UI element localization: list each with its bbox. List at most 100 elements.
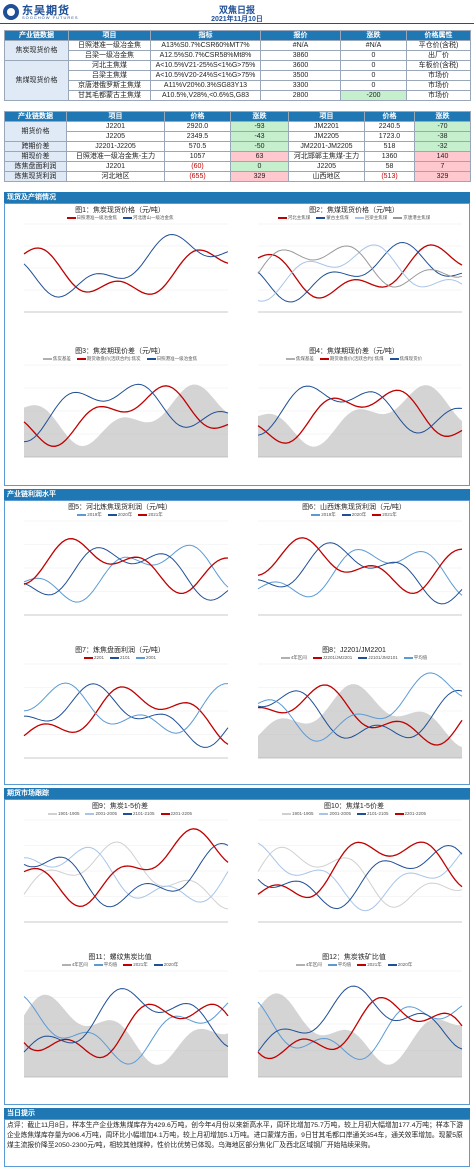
series-line xyxy=(257,537,463,595)
legend-label: 2021年 xyxy=(148,512,163,517)
table-cell: 3860 xyxy=(260,50,341,61)
series-line xyxy=(24,384,228,457)
legend-swatch xyxy=(136,656,145,659)
legend-swatch xyxy=(372,513,382,516)
table-cell: #N/A xyxy=(340,40,407,51)
table-row: 期货价格 J2201 2920.0 -93 JM2201 2240.5 -70 xyxy=(4,121,471,142)
legend-label: 日照港准一级冶金焦 xyxy=(76,215,118,220)
series-line xyxy=(23,383,229,443)
legend-item: 河北唐山一级冶金焦 xyxy=(123,215,174,221)
table-cell: 0 xyxy=(340,60,407,71)
legend-label: 4年区间 xyxy=(290,655,307,660)
legend-item: 1901-1905 xyxy=(281,811,313,817)
legend-label: 2201 xyxy=(93,655,104,660)
chart-coking-coal-basis: 图4：焦煤期现价差（元/吨） 焦煤基差 期货收盘价(活跃合约):焦煤 焦煤现货价 xyxy=(240,346,468,482)
legend-label: 2101-2105 xyxy=(133,811,155,816)
table-row: 期现价差 日照港准一级冶金焦-主力 1057 63 河北邯郸主焦煤-主力 136… xyxy=(4,151,471,162)
table-cell: 7 xyxy=(414,161,471,172)
header-cell: 报价 xyxy=(260,30,341,41)
header-cell: 项目 xyxy=(288,111,365,122)
chart-plot-area xyxy=(257,223,463,313)
table-cell: 2240.5 xyxy=(364,121,415,132)
legend-swatch xyxy=(280,656,290,659)
company-logo: 东吴期货 SOOCHOW FUTURES xyxy=(3,3,115,21)
table-cell: 日照港准一级冶金焦 xyxy=(68,40,151,51)
legend-item: 2101-2105 xyxy=(123,811,155,817)
series-line xyxy=(23,682,229,734)
header-cell: 价格属性 xyxy=(406,30,471,41)
report-title: 双焦日报 xyxy=(218,5,255,15)
table-cell: 京唐港俄罗斯主焦煤 xyxy=(68,80,151,91)
legend-item: J2201/JM2201 xyxy=(312,655,352,661)
header-cell: 价格 xyxy=(164,111,231,122)
table-cell: 0 xyxy=(340,70,407,81)
chart-legend: 4年区间 平均值 2021年 2020年 xyxy=(6,962,234,968)
legend-label: 2019年 xyxy=(321,512,336,517)
table-cell: 吕梁一级冶金焦 xyxy=(68,50,151,61)
header-cell: 指标 xyxy=(150,30,261,41)
header-cell: 价格 xyxy=(364,111,415,122)
table-row: 吕梁一级冶金焦 A12.5%S0.7%CSR58%Mt8% 3860 0 出厂价 xyxy=(5,50,471,61)
section-header-profit: 产业链利润水平 xyxy=(4,489,470,500)
legend-label: 2001 xyxy=(146,655,157,660)
header-cell: 产业链数据 xyxy=(4,30,69,41)
legend-item: 焦煤基差 xyxy=(285,356,314,362)
legend-swatch xyxy=(146,357,156,360)
chart-title: 图10：焦煤1-5价差 xyxy=(324,803,384,810)
table-row: 京唐港俄罗斯主焦煤 A11%V20%0.3%SG83Y13 3300 0 市场价 xyxy=(5,80,471,91)
table-cell: 吕梁主焦煤 xyxy=(68,70,151,81)
table-cell: 日照港准一级冶金焦-主力 xyxy=(66,151,165,162)
chart-title: 图12：焦炭铁矿比值 xyxy=(322,954,386,961)
legend-item: 河北主焦煤 xyxy=(277,215,310,221)
legend-label: 2020年 xyxy=(117,512,133,517)
chart-plot-area xyxy=(257,364,463,458)
chart-j-jm-ratio: 图8：J2201/JM2201 4年区间 J2201/JM2201 J2101/JM… xyxy=(240,645,468,783)
table-cell: (655) xyxy=(164,171,231,182)
table-cell: 3500 xyxy=(260,70,341,81)
chart-plot-area xyxy=(257,663,463,759)
legend-item: 蒙古主焦煤 xyxy=(316,215,349,221)
legend-label: 日照港准一级冶金焦 xyxy=(156,356,198,361)
legend-label: 2021年 xyxy=(382,512,397,517)
legend-item: 2201-2205 xyxy=(394,811,426,817)
chart-legend: 日照港准一级冶金焦 河北唐山一级冶金焦 xyxy=(6,215,234,221)
series-line xyxy=(257,548,463,598)
legend-label: 2101-2105 xyxy=(367,811,389,816)
row-group-label: 焦炭现货价格 xyxy=(4,40,69,61)
series-line xyxy=(257,689,463,739)
legend-item: 2201-2205 xyxy=(160,811,192,817)
table-cell: 3600 xyxy=(260,60,341,71)
legend-swatch xyxy=(319,357,329,360)
table-cell: J2205 xyxy=(66,131,165,142)
legend-item: 4年区间 xyxy=(61,962,88,968)
legend-label: 河北唐山一级冶金焦 xyxy=(133,215,174,220)
table-row: 焦炭现货价格 日照港准一级冶金焦 A13%S0.7%CSR60%MT7% #N/… xyxy=(4,40,471,61)
row-label: 炼焦现货利润 xyxy=(4,171,67,182)
series-line xyxy=(257,996,463,1060)
header-cell: 项目 xyxy=(68,30,151,41)
chart-plot-area xyxy=(23,223,229,313)
row-group-label: 焦煤现货价格 xyxy=(4,60,69,101)
table-cell: 车板价(含税) xyxy=(406,60,471,71)
legend-label: 2001-2005 xyxy=(329,811,351,816)
legend-swatch xyxy=(354,216,364,219)
spot-charts-panel xyxy=(4,203,470,486)
legend-swatch xyxy=(93,963,103,966)
series-line xyxy=(257,985,463,1052)
table-cell: 河北主焦煤 xyxy=(68,60,151,71)
chart-legend: 焦炭基差 期货收盘价(活跃合约):焦炭 日照港准一级冶金焦 xyxy=(6,356,234,362)
table-cell: J2205 xyxy=(288,161,365,172)
series-line xyxy=(23,996,229,1065)
table-row: 焦煤现货价格 河北主焦煤 A<10.5%V21-25%S<1%G>75% 360… xyxy=(4,60,471,101)
table-cell: #N/A xyxy=(260,40,341,51)
legend-item: 2019年 xyxy=(311,512,336,518)
profit-charts-panel xyxy=(4,500,470,785)
spot-price-table: 产业链数据 项目 指标 报价 涨跌 价格属性 焦炭现货价格 日照港准一级冶金焦 … xyxy=(4,30,471,101)
series-line xyxy=(23,247,229,295)
legend-item: 2019年 xyxy=(77,512,102,518)
legend-label: 京唐港主焦煤 xyxy=(403,215,431,220)
legend-swatch xyxy=(123,216,132,219)
row-label: 炼焦盘面利润 xyxy=(4,161,67,172)
logo-text: 东吴期货 xyxy=(22,5,70,17)
table-cell: J2201 xyxy=(66,121,165,132)
